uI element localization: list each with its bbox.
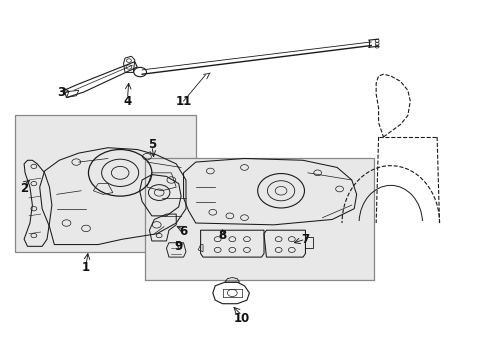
Text: 3: 3 xyxy=(58,86,65,99)
Text: 5: 5 xyxy=(147,138,156,150)
Text: 9: 9 xyxy=(174,240,183,253)
Text: 4: 4 xyxy=(123,95,131,108)
Text: 10: 10 xyxy=(233,311,250,325)
Text: 7: 7 xyxy=(301,233,309,246)
Bar xyxy=(144,158,373,280)
Text: 6: 6 xyxy=(179,225,187,238)
Bar xyxy=(15,116,195,252)
Text: 2: 2 xyxy=(20,183,28,195)
Text: 8: 8 xyxy=(218,229,226,242)
Text: 11: 11 xyxy=(175,95,191,108)
Text: 1: 1 xyxy=(82,261,90,274)
